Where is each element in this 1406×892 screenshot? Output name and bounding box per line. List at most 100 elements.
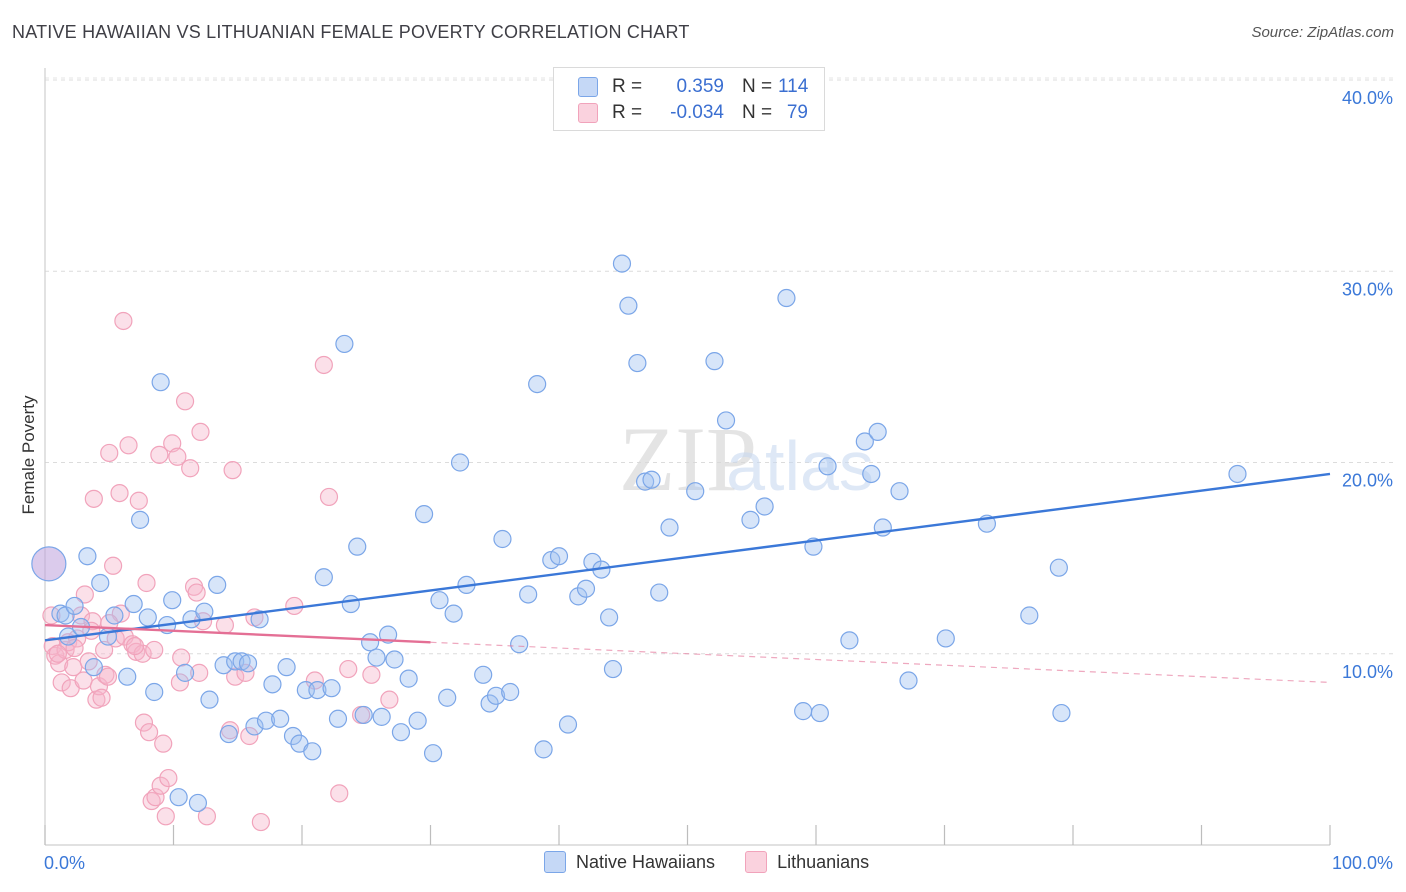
native-hawaiian-point bbox=[328, 709, 348, 728]
lithuanian-point bbox=[146, 788, 165, 807]
native-hawaiian-point bbox=[263, 675, 282, 694]
trend-line-native-hawaiians bbox=[44, 472, 1331, 642]
native-hawaiian-point bbox=[372, 707, 391, 726]
native-hawaiian-point bbox=[175, 663, 195, 682]
lithuanian-point bbox=[314, 355, 333, 375]
legend-n-value: 79 bbox=[786, 102, 808, 123]
native-hawaiian-point bbox=[486, 686, 506, 705]
watermark-atlas: atlas bbox=[726, 427, 874, 505]
lithuanian-point bbox=[95, 640, 114, 660]
native-hawaiian-point bbox=[250, 610, 269, 629]
native-hawaiian-point bbox=[650, 583, 669, 602]
lithuanian-point bbox=[215, 615, 234, 635]
lithuanian-point bbox=[48, 644, 67, 663]
legend-row-lithuanians: R = -0.034 N = 79 bbox=[578, 100, 808, 126]
native-hawaiian-point bbox=[501, 682, 520, 702]
lithuanian-point bbox=[79, 652, 98, 671]
native-hawaiian-point bbox=[303, 742, 322, 761]
native-hawaiian-point bbox=[232, 652, 251, 671]
lithuanian-point bbox=[380, 690, 399, 709]
native-hawaiian-point bbox=[348, 537, 367, 556]
native-hawaiian-point bbox=[619, 296, 638, 315]
native-hawaiian-point bbox=[890, 482, 909, 501]
lithuanian-point bbox=[104, 556, 123, 575]
series-legend: Native Hawaiians Lithuanians bbox=[544, 851, 899, 873]
native-hawaiian-point bbox=[84, 658, 103, 677]
native-hawaiian-point bbox=[195, 602, 214, 621]
native-hawaiian-point bbox=[399, 669, 418, 688]
native-hawaiian-point bbox=[862, 464, 881, 484]
lithuanian-point bbox=[137, 573, 156, 593]
lithuanian-point bbox=[285, 596, 304, 616]
series-swatch-blue bbox=[544, 851, 566, 873]
native-hawaiian-point bbox=[705, 352, 724, 371]
native-hawaiian-point bbox=[130, 510, 150, 529]
native-hawaiian-point bbox=[78, 547, 97, 566]
lithuanian-point bbox=[139, 723, 159, 742]
native-hawaiian-point bbox=[169, 788, 188, 807]
native-hawaiian-point bbox=[118, 667, 137, 686]
native-hawaiian-point bbox=[214, 656, 233, 675]
native-hawaiian-point bbox=[528, 374, 547, 394]
lithuanian-point bbox=[187, 583, 206, 602]
lithuanian-point bbox=[52, 673, 71, 692]
native-hawaiian-point bbox=[1020, 606, 1039, 625]
native-hawaiian-point bbox=[549, 547, 569, 566]
lithuanian-point bbox=[129, 491, 148, 510]
y-tick-label: 20.0% bbox=[1342, 471, 1393, 491]
lithuanian-point bbox=[84, 489, 103, 508]
native-hawaiian-point bbox=[145, 682, 164, 702]
legend-r-label: R = bbox=[612, 102, 643, 123]
lithuanian-point bbox=[226, 667, 245, 686]
native-hawaiian-point bbox=[238, 654, 258, 673]
native-hawaiian-point bbox=[603, 659, 623, 679]
legend-swatch-pink bbox=[578, 103, 598, 123]
native-hawaiian-point bbox=[510, 635, 529, 654]
native-hawaiian-point bbox=[936, 629, 955, 648]
series-label: Native Hawaiians bbox=[576, 851, 716, 872]
native-hawaiian-point bbox=[612, 254, 632, 273]
chart-title: NATIVE HAWAIIAN VS LITHUANIAN FEMALE POV… bbox=[12, 22, 690, 42]
native-hawaiian-point bbox=[1052, 703, 1071, 723]
native-hawaiian-point bbox=[493, 529, 512, 549]
lithuanian-point bbox=[339, 659, 358, 679]
lithuanian-point bbox=[191, 422, 210, 441]
native-hawaiian-point bbox=[322, 679, 341, 698]
lithuanian-point bbox=[159, 768, 178, 788]
trend-lines bbox=[44, 472, 1331, 684]
y-tick-label: 40.0% bbox=[1342, 88, 1393, 108]
native-hawaiian-point bbox=[361, 633, 380, 652]
native-hawaiian-point bbox=[1228, 464, 1247, 484]
native-hawaiian-point bbox=[569, 587, 588, 606]
native-hawaiian-point bbox=[777, 288, 796, 308]
native-hawaiian-point bbox=[105, 606, 124, 625]
y-tick-label: 30.0% bbox=[1342, 279, 1393, 299]
native-hawaiian-point bbox=[628, 353, 647, 373]
native-hawaiian-point bbox=[308, 680, 327, 700]
native-hawaiian-point bbox=[367, 648, 386, 667]
series-legend-item-native-hawaiians[interactable]: Native Hawaiians bbox=[544, 851, 715, 873]
native-hawaiian-point bbox=[414, 505, 434, 524]
native-hawaiian-point bbox=[474, 665, 493, 684]
native-hawaiian-point bbox=[31, 546, 67, 582]
native-hawaiian-point bbox=[65, 596, 84, 616]
native-hawaiian-point bbox=[219, 724, 238, 744]
lithuanian-point bbox=[181, 459, 200, 478]
native-hawaiian-point bbox=[558, 715, 578, 734]
native-hawaiian-point bbox=[124, 594, 143, 614]
tick-labels: 10.0% 20.0% 30.0% 40.0% 0.0% 100.0% bbox=[44, 88, 1393, 873]
native-hawaiian-point bbox=[600, 608, 619, 627]
native-hawaiian-point bbox=[534, 740, 553, 759]
native-hawaiian-point bbox=[899, 671, 918, 690]
lithuanian-point bbox=[92, 688, 111, 707]
lithuanian-point bbox=[163, 434, 182, 453]
lithuanian-point bbox=[172, 648, 191, 667]
series-legend-item-lithuanians[interactable]: Lithuanians bbox=[745, 851, 869, 873]
lithuanian-point bbox=[154, 734, 173, 753]
series-label: Lithuanians bbox=[777, 851, 870, 872]
lithuanian-point bbox=[190, 663, 209, 682]
native-hawaiian-point bbox=[794, 702, 813, 721]
legend-swatch-blue bbox=[578, 77, 598, 97]
lithuanian-point bbox=[151, 776, 170, 795]
